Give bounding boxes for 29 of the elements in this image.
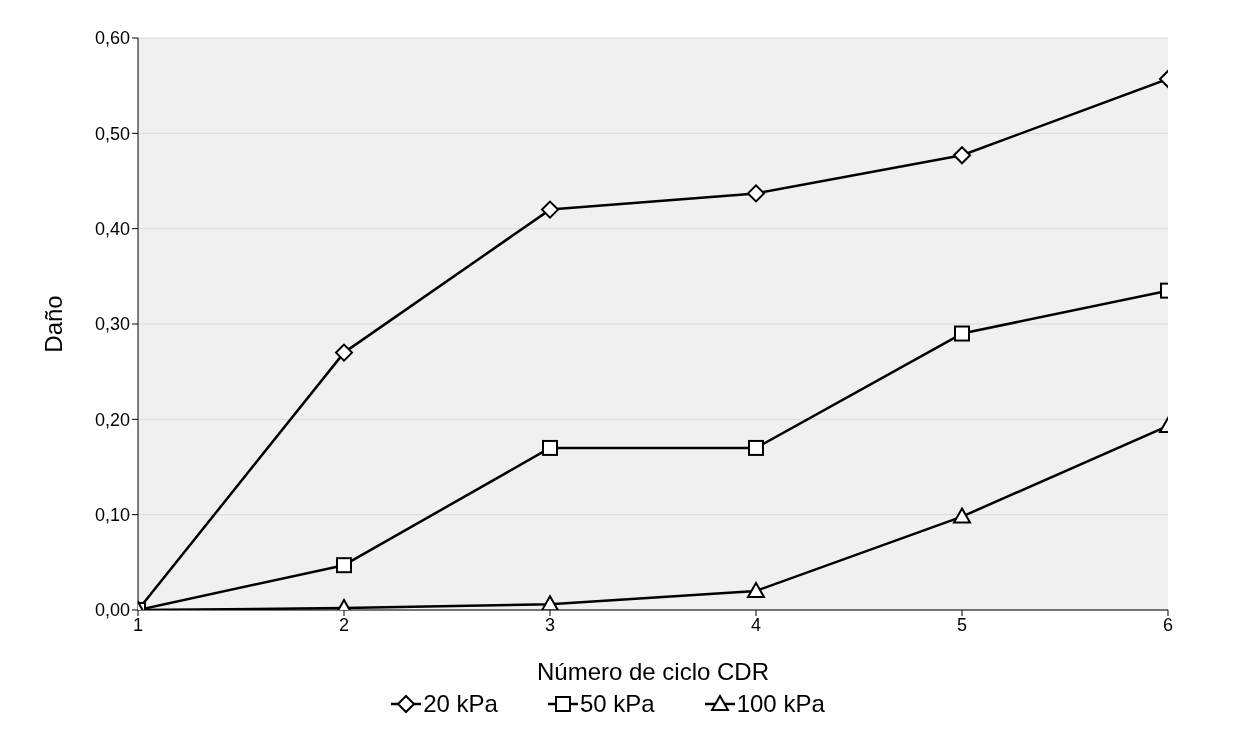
- x-tick-label: 2: [338, 614, 350, 635]
- x-tick-label: 4: [750, 614, 762, 635]
- point: [953, 507, 971, 524]
- y-tick-label: 0,30: [94, 314, 130, 335]
- y-tick-label: 0,00: [94, 600, 130, 621]
- legend-label: 20 kPa: [422, 690, 498, 718]
- point: [336, 557, 352, 574]
- point: [748, 439, 764, 456]
- y-tick-label: 0,60: [94, 28, 130, 49]
- point: [954, 325, 970, 342]
- legend-label: 100 kPa: [735, 690, 825, 718]
- x-tick-label: 3: [544, 614, 556, 635]
- point: [541, 200, 559, 219]
- point: [541, 595, 559, 610]
- x-tick-label: 5: [956, 614, 968, 635]
- y-tick-label: 0,10: [94, 505, 130, 526]
- x-tick-label: 1: [132, 614, 144, 635]
- point: [747, 184, 765, 203]
- y-tick-label: 0,50: [94, 123, 130, 144]
- point: [747, 581, 765, 598]
- point: [542, 439, 558, 456]
- y-tick-label: 0,40: [94, 219, 130, 240]
- point: [953, 146, 971, 165]
- x-tick-label: 6: [1162, 614, 1174, 635]
- legend-label: 50 kPa: [578, 690, 655, 718]
- y-tick-label: 0,20: [94, 409, 130, 430]
- x-axis-title: Número de ciclo CDR: [536, 658, 770, 685]
- y-axis-title: Daño: [39, 295, 67, 353]
- point: [335, 343, 353, 362]
